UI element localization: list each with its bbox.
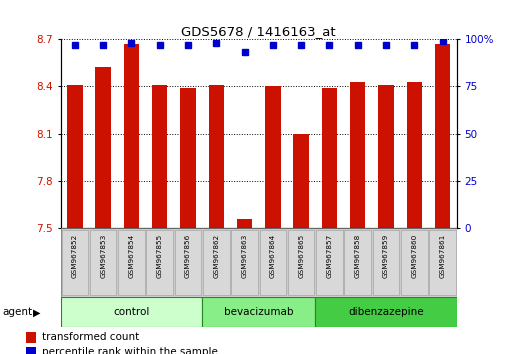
Bar — [260, 230, 286, 295]
Bar — [316, 230, 343, 295]
Title: GDS5678 / 1416163_at: GDS5678 / 1416163_at — [182, 25, 336, 38]
Bar — [315, 297, 457, 327]
Bar — [175, 230, 201, 295]
Text: GSM967856: GSM967856 — [185, 234, 191, 278]
Text: GSM967864: GSM967864 — [270, 234, 276, 278]
Bar — [180, 88, 196, 228]
Text: bevacizumab: bevacizumab — [224, 307, 294, 318]
Bar — [67, 85, 83, 228]
Text: GSM967860: GSM967860 — [411, 234, 417, 278]
Bar — [407, 81, 422, 228]
Bar — [378, 85, 394, 228]
Bar — [90, 230, 117, 295]
Bar — [429, 230, 456, 295]
Bar — [202, 297, 315, 327]
Bar — [152, 85, 167, 228]
Bar — [288, 230, 315, 295]
Bar — [350, 81, 365, 228]
Text: dibenzazepine: dibenzazepine — [348, 307, 424, 318]
Bar — [61, 297, 202, 327]
Bar — [373, 230, 399, 295]
Bar — [231, 230, 258, 295]
Bar — [237, 219, 252, 228]
Text: GSM967852: GSM967852 — [72, 234, 78, 278]
Bar — [265, 86, 281, 228]
Text: GSM967865: GSM967865 — [298, 234, 304, 278]
Bar — [401, 230, 428, 295]
Text: transformed count: transformed count — [42, 332, 139, 342]
Text: GSM967854: GSM967854 — [128, 234, 135, 278]
Text: GSM967859: GSM967859 — [383, 234, 389, 278]
Text: GSM967858: GSM967858 — [355, 234, 361, 278]
Bar — [124, 44, 139, 228]
Bar — [26, 347, 36, 354]
Bar — [344, 230, 371, 295]
Text: ▶: ▶ — [33, 307, 40, 318]
Bar — [294, 133, 309, 228]
Bar — [203, 230, 230, 295]
Text: percentile rank within the sample: percentile rank within the sample — [42, 347, 218, 354]
Bar — [62, 230, 88, 295]
Text: GSM967855: GSM967855 — [157, 234, 163, 278]
Bar — [96, 67, 111, 228]
Bar — [322, 88, 337, 228]
Bar — [209, 85, 224, 228]
Text: agent: agent — [3, 307, 33, 318]
Text: GSM967857: GSM967857 — [326, 234, 333, 278]
Text: GSM967862: GSM967862 — [213, 234, 219, 278]
Text: GSM967861: GSM967861 — [440, 234, 446, 278]
Text: GSM967863: GSM967863 — [242, 234, 248, 278]
Bar — [118, 230, 145, 295]
Bar — [146, 230, 173, 295]
Text: control: control — [113, 307, 149, 318]
Bar — [26, 332, 36, 343]
Text: GSM967853: GSM967853 — [100, 234, 106, 278]
Bar — [435, 44, 450, 228]
